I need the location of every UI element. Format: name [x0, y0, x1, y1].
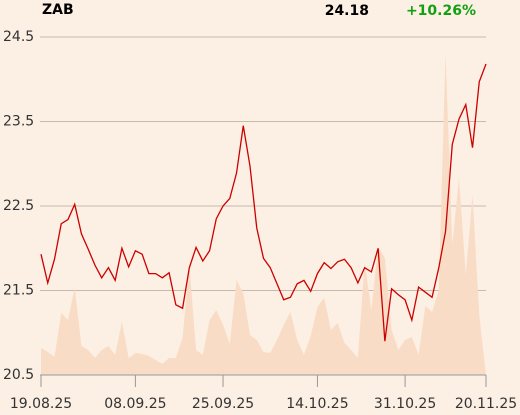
price-line: [40, 63, 487, 342]
volume-area: [41, 53, 486, 375]
x-tick-label: 31.10.25: [374, 396, 436, 412]
x-tick-label: 20.11.25: [455, 396, 517, 412]
y-tick-label: 22.5: [3, 198, 34, 214]
y-tick-label: 20.5: [3, 367, 34, 383]
x-tick-label: 25.09.25: [192, 396, 254, 412]
symbol: ZAB: [42, 2, 74, 18]
x-tick-label: 08.09.25: [104, 396, 166, 412]
y-tick-label: 23.5: [3, 114, 34, 130]
x-tick-label: 14.10.25: [286, 396, 348, 412]
y-tick-label: 21.5: [3, 283, 34, 299]
y-tick-label: 24.5: [3, 29, 34, 45]
price: 24.18: [325, 3, 369, 19]
x-tick-label: 19.08.25: [10, 396, 72, 412]
change: +10.26%: [406, 3, 476, 19]
